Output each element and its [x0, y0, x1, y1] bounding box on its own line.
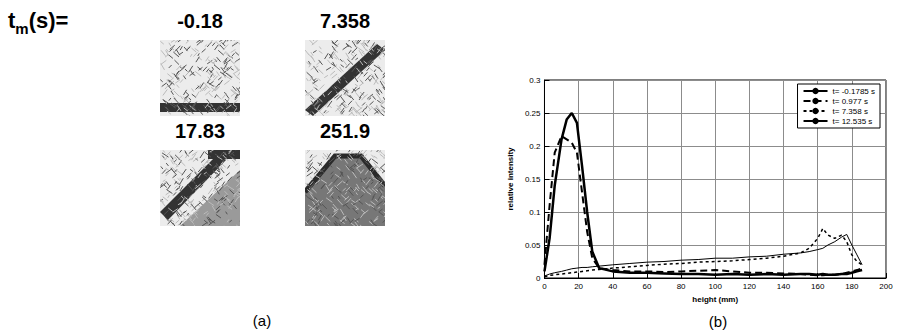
svg-text:t= 12.535 s: t= 12.535 s [833, 117, 873, 126]
svg-text:0.15: 0.15 [525, 175, 541, 184]
svg-text:tm(s)=: tm(s)= [8, 8, 68, 37]
svg-text:140: 140 [777, 282, 791, 291]
svg-text:17.83: 17.83 [175, 120, 225, 142]
svg-text:0.25: 0.25 [525, 109, 541, 118]
svg-text:20: 20 [574, 282, 583, 291]
svg-text:-0.18: -0.18 [177, 10, 223, 32]
svg-text:height (mm): height (mm) [692, 295, 738, 304]
svg-text:0: 0 [536, 274, 541, 283]
svg-text:relative intensity: relative intensity [506, 147, 515, 211]
svg-text:(b): (b) [709, 313, 727, 330]
svg-text:0.1: 0.1 [529, 208, 541, 217]
svg-text:t= 0.977 s: t= 0.977 s [833, 97, 868, 106]
svg-text:0.05: 0.05 [525, 241, 541, 250]
svg-text:0.3: 0.3 [529, 76, 541, 85]
svg-text:40: 40 [608, 282, 617, 291]
svg-text:(a): (a) [253, 312, 271, 329]
svg-text:t= 7.358 s: t= 7.358 s [833, 107, 868, 116]
svg-text:160: 160 [811, 282, 825, 291]
svg-text:251.9: 251.9 [320, 120, 370, 142]
svg-text:t= -0.1785 s: t= -0.1785 s [833, 87, 875, 96]
svg-text:0.2: 0.2 [529, 142, 541, 151]
svg-text:200: 200 [879, 282, 893, 291]
svg-text:0: 0 [542, 282, 547, 291]
svg-text:60: 60 [642, 282, 651, 291]
svg-text:180: 180 [845, 282, 859, 291]
svg-text:100: 100 [709, 282, 723, 291]
svg-text:80: 80 [677, 282, 686, 291]
svg-text:7.358: 7.358 [320, 10, 370, 32]
svg-text:120: 120 [743, 282, 757, 291]
